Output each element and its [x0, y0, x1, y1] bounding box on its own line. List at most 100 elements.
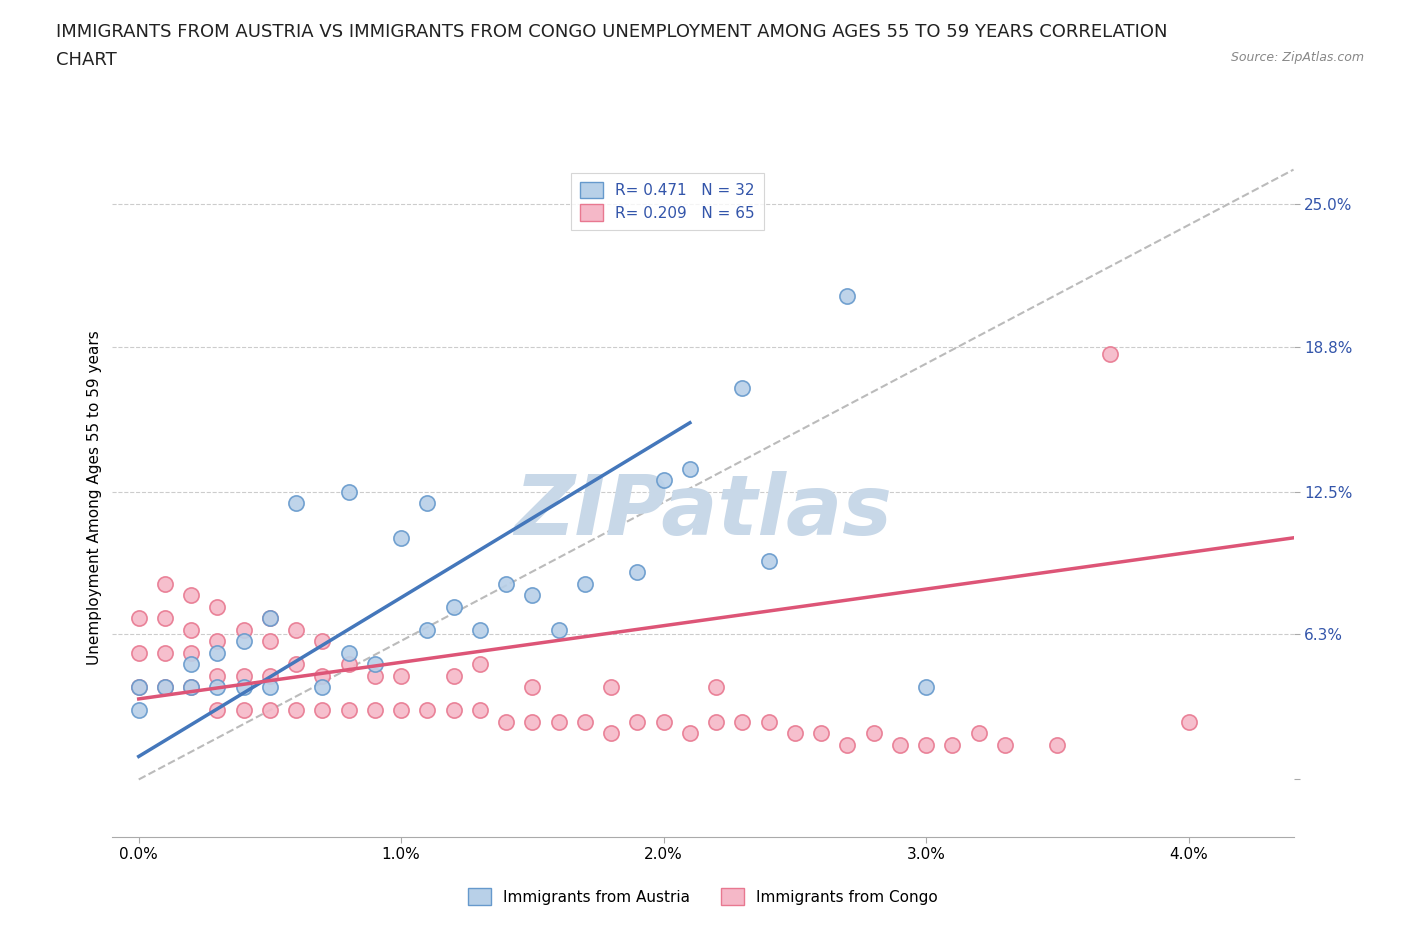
Point [207, 645, 229, 660]
Point [128, 703, 150, 718]
Point [364, 703, 387, 718]
Point [153, 577, 176, 591]
Point [468, 622, 491, 637]
Point [128, 645, 150, 660]
Point [416, 496, 439, 511]
Point [153, 680, 176, 695]
Point [704, 680, 727, 695]
Point [364, 657, 387, 671]
Point [232, 669, 254, 684]
Point [207, 703, 229, 718]
Point [389, 669, 412, 684]
Point [389, 530, 412, 545]
Point [232, 634, 254, 649]
Text: IMMIGRANTS FROM AUSTRIA VS IMMIGRANTS FROM CONGO UNEMPLOYMENT AMONG AGES 55 TO 5: IMMIGRANTS FROM AUSTRIA VS IMMIGRANTS FR… [56, 23, 1168, 41]
Point [443, 669, 465, 684]
Point [311, 669, 333, 684]
Point [731, 380, 754, 395]
Point [128, 680, 150, 695]
Point [416, 622, 439, 637]
Point [232, 680, 254, 695]
Point [285, 657, 308, 671]
Point [941, 737, 963, 752]
Point [915, 680, 938, 695]
Point [652, 714, 675, 729]
Point [285, 622, 308, 637]
Point [180, 645, 202, 660]
Point [153, 611, 176, 626]
Point [731, 714, 754, 729]
Point [259, 611, 281, 626]
Point [232, 703, 254, 718]
Point [1046, 737, 1069, 752]
Point [337, 485, 360, 499]
Legend: Immigrants from Austria, Immigrants from Congo: Immigrants from Austria, Immigrants from… [463, 882, 943, 910]
Point [443, 703, 465, 718]
Point [232, 622, 254, 637]
Point [311, 634, 333, 649]
Point [364, 669, 387, 684]
Point [207, 680, 229, 695]
Point [1098, 346, 1121, 361]
Point [1177, 714, 1199, 729]
Point [574, 714, 596, 729]
Point [704, 714, 727, 729]
Point [180, 657, 202, 671]
Point [389, 703, 412, 718]
Point [128, 680, 150, 695]
Point [337, 657, 360, 671]
Point [443, 600, 465, 615]
Point [495, 714, 517, 729]
Point [259, 703, 281, 718]
Point [311, 703, 333, 718]
Point [207, 669, 229, 684]
Point [600, 726, 623, 741]
Point [468, 657, 491, 671]
Point [468, 703, 491, 718]
Point [180, 680, 202, 695]
Point [522, 588, 544, 603]
Point [547, 714, 569, 729]
Text: ZIPatlas: ZIPatlas [515, 471, 891, 551]
Point [285, 496, 308, 511]
Point [889, 737, 911, 752]
Point [862, 726, 884, 741]
Point [994, 737, 1017, 752]
Point [180, 680, 202, 695]
Point [652, 472, 675, 487]
Point [311, 680, 333, 695]
Y-axis label: Unemployment Among Ages 55 to 59 years: Unemployment Among Ages 55 to 59 years [87, 330, 103, 665]
Point [758, 553, 780, 568]
Point [522, 680, 544, 695]
Point [285, 703, 308, 718]
Point [574, 577, 596, 591]
Point [180, 622, 202, 637]
Point [758, 714, 780, 729]
Point [153, 645, 176, 660]
Point [128, 611, 150, 626]
Point [810, 726, 832, 741]
Point [259, 611, 281, 626]
Point [495, 577, 517, 591]
Text: Source: ZipAtlas.com: Source: ZipAtlas.com [1230, 51, 1364, 64]
Point [679, 461, 702, 476]
Point [626, 714, 648, 729]
Point [259, 680, 281, 695]
Point [180, 588, 202, 603]
Point [679, 726, 702, 741]
Point [626, 565, 648, 579]
Point [207, 600, 229, 615]
Point [915, 737, 938, 752]
Point [416, 703, 439, 718]
Point [207, 634, 229, 649]
Point [837, 288, 859, 303]
Point [547, 622, 569, 637]
Point [259, 669, 281, 684]
Text: CHART: CHART [56, 51, 117, 69]
Point [837, 737, 859, 752]
Point [337, 703, 360, 718]
Point [337, 645, 360, 660]
Point [259, 634, 281, 649]
Point [783, 726, 806, 741]
Point [967, 726, 990, 741]
